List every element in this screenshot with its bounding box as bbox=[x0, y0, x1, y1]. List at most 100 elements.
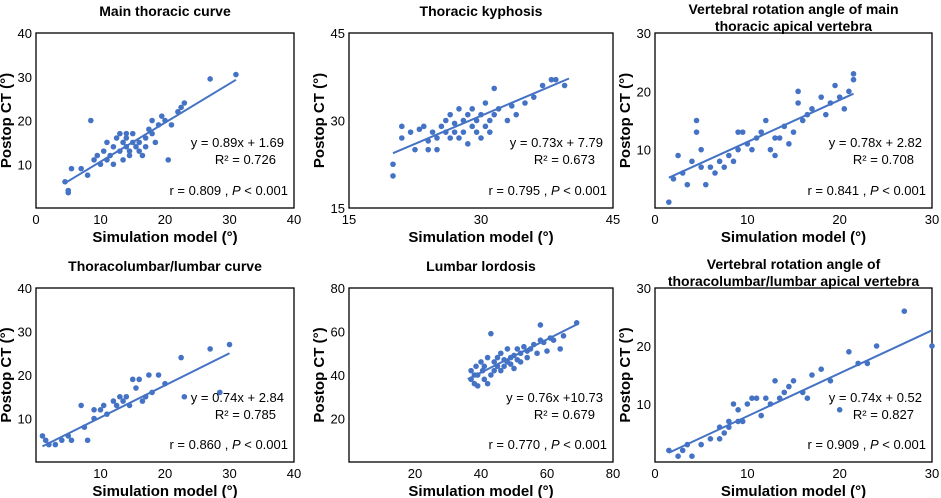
data-point bbox=[767, 146, 774, 153]
data-point bbox=[68, 165, 75, 172]
data-point bbox=[139, 152, 146, 159]
r-squared: R² = 0.726 bbox=[215, 152, 276, 167]
x-tick-label: 20 bbox=[158, 466, 172, 481]
regression-equation: y = 0.73x + 7.79 bbox=[510, 135, 603, 150]
y-tick-label: 20 bbox=[331, 412, 345, 427]
data-point bbox=[62, 178, 68, 185]
data-point bbox=[46, 441, 52, 448]
data-point bbox=[97, 161, 104, 168]
data-point bbox=[864, 360, 871, 367]
data-point bbox=[675, 453, 681, 460]
p-value: < 0.001 bbox=[879, 183, 926, 198]
plot-frame bbox=[348, 287, 614, 463]
data-point bbox=[537, 322, 544, 328]
data-point bbox=[739, 418, 746, 425]
data-point bbox=[823, 111, 829, 118]
correlation-stats: r = 0.841 , P < 0.001 bbox=[807, 183, 926, 198]
data-point bbox=[716, 158, 723, 165]
x-axis-label: Simulation model (°) bbox=[408, 483, 553, 498]
data-point bbox=[539, 82, 546, 89]
data-point bbox=[513, 111, 519, 118]
regression-line bbox=[42, 352, 230, 448]
data-point bbox=[726, 424, 732, 431]
data-point bbox=[689, 453, 695, 460]
data-point bbox=[744, 141, 751, 147]
data-point bbox=[495, 106, 502, 112]
data-point bbox=[468, 367, 474, 374]
data-point bbox=[226, 341, 233, 348]
data-point bbox=[511, 352, 517, 359]
x-tick-label: 20 bbox=[832, 466, 846, 481]
regression-equation: y = 0.89x + 1.69 bbox=[191, 135, 284, 150]
data-point bbox=[735, 146, 741, 153]
r-value: r = 0.841 , bbox=[807, 183, 870, 198]
y-tick-label: 30 bbox=[18, 325, 32, 340]
data-point bbox=[126, 148, 133, 154]
y-tick-label: 80 bbox=[331, 281, 345, 296]
data-point bbox=[763, 395, 769, 402]
plot-frame bbox=[348, 32, 614, 209]
data-point bbox=[91, 157, 97, 163]
data-point bbox=[501, 363, 507, 370]
data-point bbox=[399, 123, 405, 130]
r-value: r = 0.770 , bbox=[488, 437, 551, 452]
plot-frame bbox=[35, 287, 295, 463]
p-label: P bbox=[232, 183, 241, 198]
data-point bbox=[702, 181, 709, 188]
data-point bbox=[675, 152, 681, 159]
y-tick-label: 40 bbox=[331, 368, 345, 383]
data-point bbox=[758, 412, 764, 419]
y-axis-label: Postop CT (°) bbox=[0, 327, 15, 422]
correlation-stats: r = 0.809 , P < 0.001 bbox=[169, 183, 288, 198]
data-point bbox=[491, 359, 498, 365]
data-point bbox=[390, 161, 396, 168]
data-point bbox=[772, 378, 778, 384]
data-point bbox=[504, 346, 511, 352]
data-point bbox=[795, 100, 801, 106]
y-tick-label: 60 bbox=[331, 325, 345, 340]
data-point bbox=[412, 146, 418, 153]
data-point bbox=[129, 130, 136, 137]
data-point bbox=[91, 407, 97, 413]
data-point bbox=[123, 135, 130, 141]
data-point bbox=[693, 129, 700, 135]
data-point bbox=[233, 71, 239, 78]
data-point bbox=[120, 139, 126, 146]
chart-title: Main thoracic curve bbox=[99, 3, 231, 19]
data-point bbox=[772, 152, 778, 159]
data-point bbox=[484, 380, 491, 387]
x-tick-label: 20 bbox=[832, 212, 846, 227]
data-point bbox=[473, 117, 480, 124]
correlation-stats: r = 0.770 , P < 0.001 bbox=[488, 437, 607, 452]
data-point bbox=[133, 385, 139, 391]
data-point bbox=[735, 418, 741, 425]
data-point bbox=[504, 117, 511, 124]
data-point bbox=[162, 380, 168, 387]
data-point bbox=[712, 170, 718, 176]
data-point bbox=[474, 372, 481, 378]
data-point bbox=[59, 437, 65, 444]
data-point bbox=[149, 117, 155, 124]
regression-equation: y = 0.74x + 0.52 bbox=[829, 390, 922, 405]
x-axis-label: Simulation model (°) bbox=[92, 229, 237, 246]
data-point bbox=[514, 346, 521, 352]
x-tick-label: 30 bbox=[222, 466, 236, 481]
data-point bbox=[548, 76, 555, 83]
x-tick-label: 0 bbox=[651, 466, 658, 481]
data-point bbox=[142, 135, 149, 141]
data-point bbox=[117, 148, 123, 154]
x-tick-label: 40 bbox=[287, 466, 301, 481]
x-tick-label: 40 bbox=[474, 466, 488, 481]
data-point bbox=[123, 143, 130, 150]
data-point bbox=[836, 407, 843, 413]
data-point bbox=[142, 393, 149, 400]
y-tick-label: 20 bbox=[18, 114, 32, 129]
y-tick-label: 40 bbox=[18, 281, 32, 296]
data-point bbox=[175, 108, 181, 115]
data-point bbox=[698, 146, 704, 153]
data-point bbox=[901, 308, 908, 315]
r-value: r = 0.860 , bbox=[169, 437, 232, 452]
data-point bbox=[509, 103, 515, 109]
data-point bbox=[730, 158, 737, 165]
